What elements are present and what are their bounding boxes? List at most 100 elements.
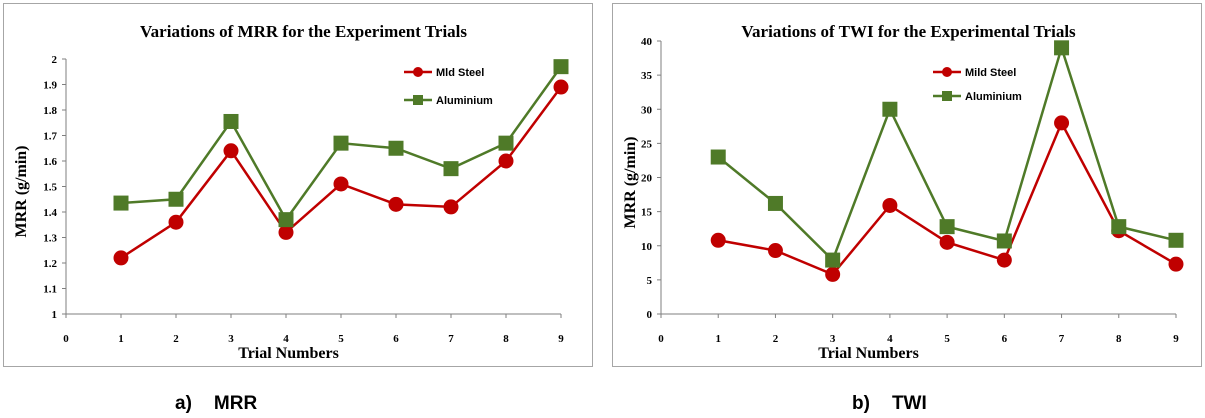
- y-tick-label: 1.3: [43, 233, 57, 245]
- caption-letter: b): [852, 393, 870, 414]
- x-tick-label: 2: [773, 333, 779, 345]
- caption-b: b) TWI: [852, 393, 927, 415]
- legend-label: Mild Steel: [965, 67, 1016, 79]
- y-tick-label: 5: [647, 275, 653, 287]
- data-point-steel: [113, 250, 129, 266]
- data-point-steel: [767, 243, 783, 259]
- x-tick-label: 6: [393, 333, 399, 345]
- chart-title: Variations of TWI for the Experimental T…: [741, 22, 1076, 41]
- y-tick-label: 1: [52, 309, 58, 321]
- y-axis-label: MRR (g/min): [622, 137, 639, 229]
- data-point-steel: [498, 153, 514, 169]
- x-tick-label: 0: [63, 333, 69, 345]
- data-point-aluminium: [882, 101, 898, 117]
- y-tick-label: 10: [641, 241, 653, 253]
- data-point-aluminium: [1054, 40, 1070, 56]
- data-point-steel: [278, 224, 294, 240]
- chart-panel-twi: Variations of TWI for the Experimental T…: [612, 3, 1202, 367]
- data-point-aluminium: [767, 195, 783, 211]
- data-point-steel: [882, 197, 898, 213]
- x-tick-label: 3: [830, 333, 836, 345]
- data-point-steel: [1054, 115, 1070, 131]
- x-tick-label: 7: [1059, 333, 1065, 345]
- y-tick-label: 1.8: [43, 105, 57, 117]
- data-point-aluminium: [553, 59, 569, 75]
- data-point-aluminium: [1111, 219, 1127, 235]
- legend-label: Aluminium: [965, 91, 1022, 103]
- caption-a: a) MRR: [175, 393, 257, 415]
- data-point-steel: [939, 234, 955, 250]
- legend-marker: [413, 95, 423, 105]
- x-tick-label: 1: [118, 333, 124, 345]
- y-tick-label: 1.2: [43, 258, 57, 270]
- series-line-steel: [120, 86, 563, 259]
- data-point-steel: [168, 214, 184, 230]
- y-tick-label: 40: [641, 36, 653, 48]
- x-axis-label: Trial Numbers: [818, 345, 919, 362]
- x-tick-label: 3: [228, 333, 234, 345]
- data-point-steel: [825, 266, 841, 282]
- data-point-aluminium: [113, 195, 129, 211]
- y-tick-label: 1.7: [43, 131, 57, 143]
- caption-text: MRR: [213, 393, 258, 414]
- data-point-steel: [1168, 256, 1184, 272]
- data-point-aluminium: [443, 161, 459, 177]
- y-axis-label: MRR (g/min): [13, 146, 30, 238]
- x-tick-label: 7: [448, 333, 454, 345]
- data-point-aluminium: [168, 191, 184, 207]
- y-tick-label: 20: [641, 173, 653, 185]
- mrr-chart: Variations of MRR for the Experiment Tri…: [13, 22, 569, 362]
- data-point-aluminium: [1168, 232, 1184, 248]
- x-tick-label: 5: [338, 333, 344, 345]
- legend-marker: [413, 67, 423, 77]
- y-tick-label: 1.6: [43, 156, 57, 168]
- legend-marker: [942, 91, 952, 101]
- data-point-aluminium: [278, 212, 294, 228]
- data-point-steel: [710, 232, 726, 248]
- data-point-steel: [388, 196, 404, 212]
- data-point-aluminium: [710, 149, 726, 165]
- twi-chart: Variations of TWI for the Experimental T…: [622, 22, 1184, 362]
- x-tick-label: 1: [715, 333, 721, 345]
- x-tick-label: 2: [173, 333, 179, 345]
- chart-panel-mrr: Variations of MRR for the Experiment Tri…: [3, 3, 593, 367]
- data-point-aluminium: [498, 135, 514, 151]
- y-tick-label: 1.9: [43, 80, 57, 92]
- x-tick-label: 6: [1002, 333, 1008, 345]
- data-point-aluminium: [996, 233, 1012, 249]
- x-tick-label: 4: [283, 333, 289, 345]
- data-point-steel: [223, 143, 239, 159]
- x-tick-label: 5: [944, 333, 950, 345]
- x-tick-label: 4: [887, 333, 893, 345]
- legend-label: Aluminium: [436, 95, 493, 107]
- legend-marker: [942, 67, 952, 77]
- y-tick-label: 0: [647, 309, 653, 321]
- data-point-aluminium: [333, 135, 349, 151]
- data-point-steel: [443, 199, 459, 215]
- caption-letter: a): [175, 393, 192, 414]
- x-tick-label: 8: [503, 333, 509, 345]
- y-tick-label: 1.5: [43, 182, 57, 194]
- data-point-aluminium: [939, 219, 955, 235]
- y-tick-label: 25: [641, 138, 653, 150]
- data-point-aluminium: [223, 113, 239, 129]
- series-line-steel: [718, 119, 1177, 276]
- y-tick-label: 15: [641, 207, 653, 219]
- y-tick-label: 35: [641, 70, 653, 82]
- x-tick-label: 0: [658, 333, 664, 345]
- y-tick-label: 1.1: [43, 284, 57, 296]
- y-tick-label: 1.4: [43, 207, 57, 219]
- data-point-aluminium: [825, 252, 841, 268]
- data-point-steel: [553, 79, 569, 95]
- data-point-steel: [333, 176, 349, 192]
- caption-text: TWI: [891, 393, 927, 414]
- data-point-steel: [996, 252, 1012, 268]
- x-axis-label: Trial Numbers: [238, 345, 339, 362]
- x-tick-label: 9: [558, 333, 564, 345]
- legend-label: Mld Steel: [436, 67, 484, 79]
- data-point-aluminium: [388, 140, 404, 156]
- y-tick-label: 30: [641, 104, 653, 116]
- x-tick-label: 8: [1116, 333, 1122, 345]
- y-tick-label: 2: [52, 54, 58, 66]
- chart-title: Variations of MRR for the Experiment Tri…: [140, 22, 467, 41]
